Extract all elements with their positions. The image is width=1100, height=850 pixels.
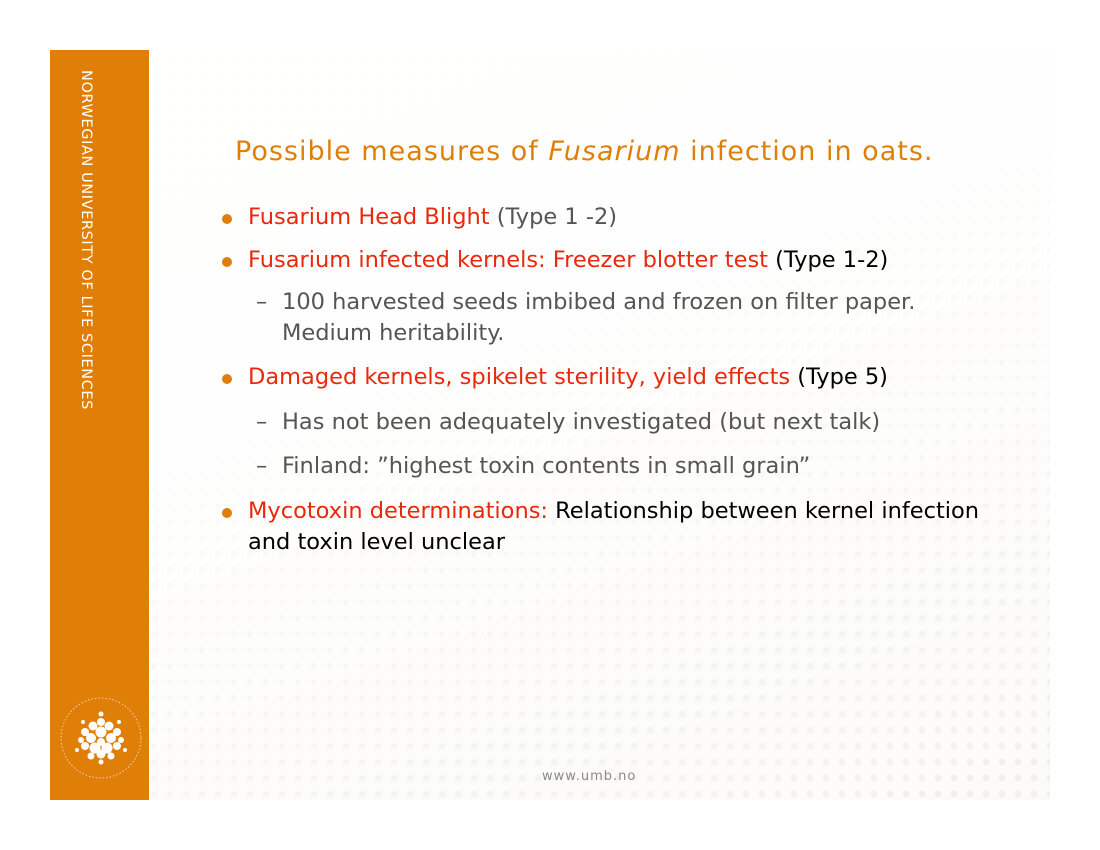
bullet-dot-icon — [222, 257, 232, 267]
dash-marker-icon: – — [256, 409, 268, 435]
bullet-dot-icon — [222, 508, 232, 518]
bullet-dot-icon — [222, 374, 232, 384]
bullet-item: Fusarium infected kernels: Freezer blott… — [220, 245, 980, 276]
bullet-highlight: Damaged kernels, spikelet sterility, yie… — [248, 364, 791, 390]
bullet-item: Fusarium Head Blight (Type 1 -2) — [220, 202, 980, 233]
university-name: NORWEGIAN UNIVERSITY OF LIFE SCIENCES — [78, 70, 94, 410]
title-text-before: Possible measures of — [235, 136, 549, 167]
slide: NORWEGIAN UNIVERSITY OF LIFE SCIENCES Po… — [50, 50, 1050, 800]
sub-bullet-text: 100 harvested seeds imbibed and frozen o… — [282, 289, 916, 346]
university-seal-icon — [60, 697, 142, 779]
bullet-item: Damaged kernels, spikelet sterility, yie… — [220, 362, 980, 393]
bullet-dot-icon — [222, 214, 232, 224]
bullet-highlight: Fusarium Head Blight — [248, 204, 490, 230]
sub-bullet-item: – Has not been adequately investigated (b… — [220, 407, 980, 438]
sub-bullet-text: Finland: ”highest toxin contents in smal… — [282, 453, 811, 479]
title-text-after: infection in oats. — [680, 136, 934, 167]
bullet-detail: Relationship between kernel infection an… — [248, 498, 980, 555]
sub-bullet-text: Has not been adequately investigated (bu… — [282, 409, 881, 435]
bullet-highlight: Fusarium infected kernels: Freezer blott… — [248, 247, 768, 273]
sidebar-band: NORWEGIAN UNIVERSITY OF LIFE SCIENCES — [50, 50, 149, 800]
bullet-detail: (Type 1 -2) — [489, 204, 618, 230]
sub-bullet-item: –100 harvested seeds imbibed and frozen … — [220, 287, 980, 349]
bullet-item: Mycotoxin determinations: Relationship b… — [220, 496, 980, 558]
footer-url: www.umb.no — [542, 769, 637, 784]
slide-title: Possible measures of Fusarium infection … — [235, 136, 933, 167]
sub-bullet-item: – Finland: ”highest toxin contents in sma… — [220, 451, 980, 482]
bullet-detail: (Type 1-2) — [768, 247, 889, 273]
title-genus-italic: Fusarium — [548, 136, 681, 167]
bullet-highlight: Mycotoxin determinations: — [248, 498, 549, 524]
dash-marker-icon: – — [256, 289, 268, 315]
background-texture — [50, 50, 1050, 800]
bullet-list: Fusarium Head Blight (Type 1 -2) Fusariu… — [220, 202, 980, 558]
bullet-detail: (Type 5) — [790, 364, 888, 390]
dash-marker-icon: – — [256, 453, 268, 479]
